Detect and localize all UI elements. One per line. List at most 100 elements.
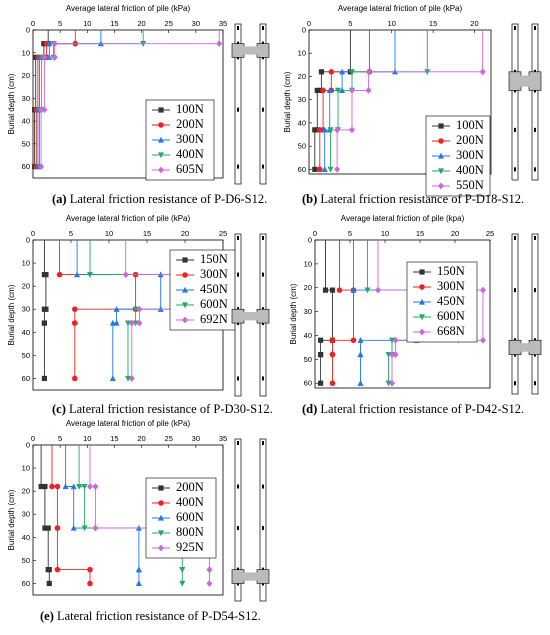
data-point bbox=[70, 524, 77, 531]
series-line bbox=[324, 30, 396, 170]
data-point bbox=[38, 163, 45, 171]
gauge-mark bbox=[237, 236, 239, 240]
series-450N bbox=[74, 240, 164, 382]
data-point bbox=[321, 126, 328, 133]
legend-label: 550N bbox=[456, 178, 484, 192]
legend-marker bbox=[438, 182, 444, 190]
data-point bbox=[328, 69, 335, 75]
y-tick-label: 60 bbox=[22, 579, 30, 588]
y-tick-label: 30 bbox=[22, 510, 30, 519]
data-point bbox=[357, 337, 364, 343]
y-tick-label: 0 bbox=[302, 26, 306, 35]
legend-marker bbox=[419, 298, 425, 305]
data-point bbox=[128, 375, 135, 382]
y-tick-label: 60 bbox=[304, 379, 312, 388]
caption-label: (e) bbox=[40, 609, 54, 623]
x-tick-label: 20 bbox=[137, 19, 145, 28]
legend-marker bbox=[438, 168, 444, 175]
data-point bbox=[389, 351, 395, 358]
legend-marker bbox=[158, 485, 164, 491]
gauge-mark bbox=[534, 236, 536, 240]
data-point bbox=[87, 580, 93, 587]
y-tick-label: 0 bbox=[26, 26, 30, 35]
series-line bbox=[319, 30, 370, 170]
y-tick-label: 50 bbox=[304, 355, 312, 364]
x-tick-label: 10 bbox=[83, 434, 91, 443]
data-point bbox=[46, 567, 52, 573]
data-point bbox=[92, 483, 99, 490]
legend-marker bbox=[419, 328, 425, 336]
pile-shaft bbox=[531, 23, 539, 181]
legend-label: 200N bbox=[456, 133, 484, 147]
data-point bbox=[72, 306, 78, 313]
data-point bbox=[389, 379, 395, 387]
data-point bbox=[54, 483, 61, 490]
data-point bbox=[385, 380, 392, 387]
legend-marker bbox=[158, 122, 164, 128]
data-point bbox=[357, 351, 364, 358]
x-tick-label: 0 bbox=[31, 19, 35, 28]
data-point bbox=[46, 40, 53, 47]
pile-shaft bbox=[511, 233, 519, 395]
gauge-mark bbox=[262, 484, 264, 489]
data-point bbox=[42, 525, 48, 531]
data-point bbox=[334, 165, 341, 173]
series-400N bbox=[49, 445, 93, 587]
series-925N bbox=[87, 445, 213, 587]
y-tick-label: 20 bbox=[22, 282, 30, 291]
data-point bbox=[392, 351, 399, 358]
axis-title: Average lateral friction of pile (kPa) bbox=[338, 4, 463, 13]
chart-panel-d: Average lateral friction of pile (kpa) 0 5… bbox=[289, 214, 542, 416]
data-point bbox=[350, 337, 357, 344]
caption-text: Lateral friction resistance of P-D54-S12… bbox=[54, 609, 261, 623]
data-point bbox=[389, 337, 395, 344]
x-tick-label: 15 bbox=[416, 229, 424, 238]
legend-label: 400N bbox=[176, 147, 204, 161]
series-605N bbox=[38, 30, 223, 171]
legend-label: 300N bbox=[437, 279, 465, 293]
caption-text: Lateral friction resistance of P-D30-S12… bbox=[66, 402, 273, 416]
y-tick-label: 40 bbox=[298, 118, 306, 127]
legend-label: 400N bbox=[456, 163, 484, 177]
gauge-mark bbox=[262, 107, 264, 112]
caption-label: (d) bbox=[302, 402, 317, 416]
series-200N bbox=[316, 30, 373, 173]
y-tick-label: 50 bbox=[298, 142, 306, 151]
data-point bbox=[113, 319, 120, 326]
data-point bbox=[350, 286, 357, 293]
data-point bbox=[316, 166, 323, 173]
pile-segment-link bbox=[241, 46, 260, 55]
data-point bbox=[329, 351, 336, 358]
legend-label: 692N bbox=[200, 312, 228, 326]
legend-marker bbox=[438, 138, 444, 144]
gauge-mark bbox=[262, 272, 264, 277]
caption-label: (b) bbox=[302, 192, 317, 206]
y-tick-label: 60 bbox=[22, 162, 30, 171]
data-point bbox=[92, 524, 99, 532]
data-point bbox=[349, 69, 356, 76]
y-tick-label: 20 bbox=[298, 72, 306, 81]
series-300N bbox=[321, 30, 399, 172]
data-point bbox=[56, 271, 63, 278]
data-point bbox=[132, 306, 139, 313]
legend-label: 925N bbox=[176, 540, 204, 554]
legend-marker bbox=[438, 123, 444, 129]
y-tick-label: 0 bbox=[26, 441, 30, 450]
data-point bbox=[136, 305, 143, 313]
legend-label: 300N bbox=[200, 267, 228, 281]
data-point bbox=[365, 86, 372, 94]
data-point bbox=[113, 306, 120, 312]
x-tick-label: 35 bbox=[219, 19, 227, 28]
data-point bbox=[46, 580, 52, 587]
y-tick-label: 60 bbox=[22, 374, 30, 383]
axis-title: Average lateral friction of pile (kPa) bbox=[66, 214, 191, 223]
data-point bbox=[336, 287, 343, 293]
data-point bbox=[334, 87, 341, 94]
y-tick-label: 10 bbox=[304, 259, 312, 268]
x-tick-label: 0 bbox=[307, 19, 311, 28]
x-tick-label: 0 bbox=[313, 229, 317, 238]
legend-label: 100N bbox=[456, 118, 484, 132]
